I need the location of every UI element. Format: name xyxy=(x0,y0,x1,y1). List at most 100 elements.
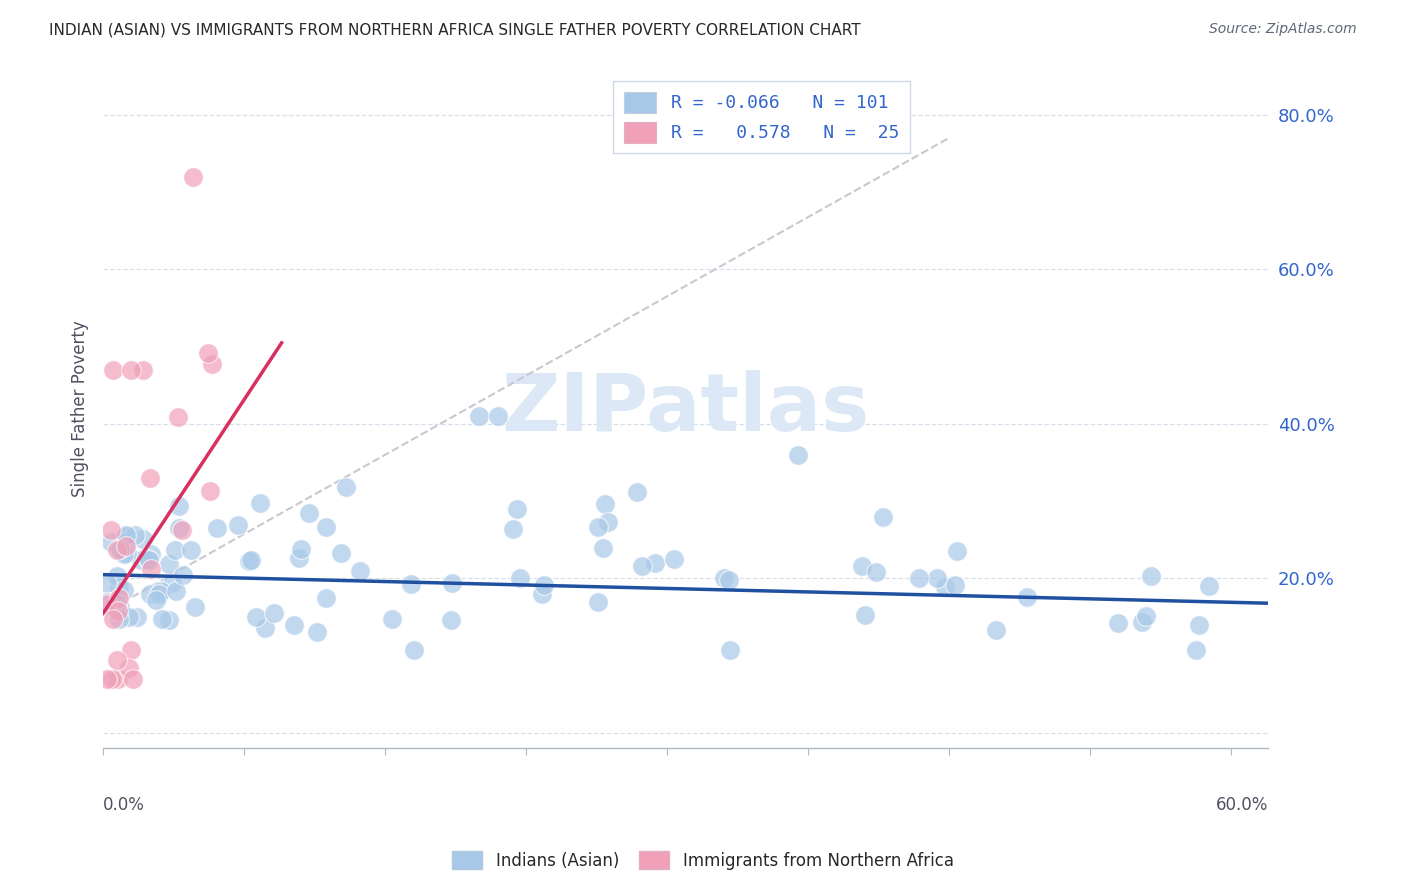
Point xyxy=(399,576,422,591)
Point xyxy=(107,604,129,618)
Point xyxy=(131,363,153,377)
Point xyxy=(315,591,337,606)
Point xyxy=(150,584,173,599)
Point xyxy=(150,612,173,626)
Point xyxy=(96,595,118,609)
Point xyxy=(139,548,162,562)
Point xyxy=(486,409,509,424)
Point xyxy=(180,542,202,557)
Point xyxy=(122,672,145,686)
Point xyxy=(184,599,207,614)
Point xyxy=(105,569,128,583)
Point xyxy=(925,571,948,585)
Point xyxy=(226,518,249,533)
Point xyxy=(108,591,131,605)
Point xyxy=(172,567,194,582)
Point xyxy=(787,448,810,462)
Point xyxy=(254,622,277,636)
Point xyxy=(207,520,229,534)
Point xyxy=(1140,569,1163,583)
Point xyxy=(288,551,311,566)
Point xyxy=(853,607,876,622)
Text: Source: ZipAtlas.com: Source: ZipAtlas.com xyxy=(1209,22,1357,37)
Point xyxy=(592,541,614,556)
Point xyxy=(108,542,131,557)
Point xyxy=(198,483,221,498)
Point xyxy=(120,642,142,657)
Point xyxy=(139,587,162,601)
Point xyxy=(335,480,357,494)
Point xyxy=(139,562,162,576)
Y-axis label: Single Father Poverty: Single Father Poverty xyxy=(72,320,89,497)
Point xyxy=(172,523,194,537)
Point xyxy=(105,543,128,558)
Point xyxy=(127,610,149,624)
Point xyxy=(1132,615,1154,629)
Point xyxy=(114,547,136,561)
Point xyxy=(305,625,328,640)
Point xyxy=(505,502,527,516)
Point xyxy=(96,576,118,591)
Point xyxy=(263,606,285,620)
Point xyxy=(315,520,337,534)
Point xyxy=(118,610,141,624)
Point xyxy=(114,535,136,549)
Point xyxy=(586,594,609,608)
Point xyxy=(1188,617,1211,632)
Point xyxy=(159,557,181,571)
Point xyxy=(644,556,666,570)
Point xyxy=(586,520,609,534)
Point xyxy=(468,409,491,424)
Point xyxy=(157,613,180,627)
Point xyxy=(110,543,132,558)
Point xyxy=(96,672,118,686)
Point xyxy=(329,546,352,560)
Point xyxy=(1185,643,1208,657)
Point xyxy=(104,596,127,610)
Point xyxy=(238,554,260,568)
Point xyxy=(105,597,128,611)
Text: 0.0%: 0.0% xyxy=(103,796,145,814)
Point xyxy=(124,528,146,542)
Point xyxy=(201,357,224,371)
Point xyxy=(865,565,887,579)
Point xyxy=(907,571,929,585)
Point xyxy=(101,672,124,686)
Point xyxy=(139,471,162,485)
Point xyxy=(1107,616,1129,631)
Point xyxy=(129,552,152,566)
Point xyxy=(108,612,131,626)
Point xyxy=(120,363,142,377)
Point xyxy=(138,553,160,567)
Point xyxy=(298,506,321,520)
Point xyxy=(349,564,371,578)
Point xyxy=(245,609,267,624)
Point xyxy=(943,577,966,591)
Point xyxy=(112,583,135,598)
Point xyxy=(115,527,138,541)
Point xyxy=(718,643,741,657)
Point xyxy=(984,624,1007,638)
Point xyxy=(115,546,138,560)
Point xyxy=(1015,591,1038,605)
Point xyxy=(101,363,124,377)
Point xyxy=(946,544,969,558)
Point xyxy=(596,515,619,529)
Point xyxy=(100,523,122,537)
Point xyxy=(105,653,128,667)
Point xyxy=(101,612,124,626)
Point xyxy=(531,587,554,601)
Point xyxy=(290,541,312,556)
Point xyxy=(662,552,685,566)
Point xyxy=(934,581,956,595)
Point xyxy=(96,597,118,611)
Point xyxy=(115,540,138,554)
Point xyxy=(381,612,404,626)
Point xyxy=(502,521,524,535)
Point xyxy=(718,574,741,588)
Point xyxy=(240,552,263,566)
Point xyxy=(100,534,122,549)
Point xyxy=(533,577,555,591)
Text: 60.0%: 60.0% xyxy=(1216,796,1268,814)
Point xyxy=(593,497,616,511)
